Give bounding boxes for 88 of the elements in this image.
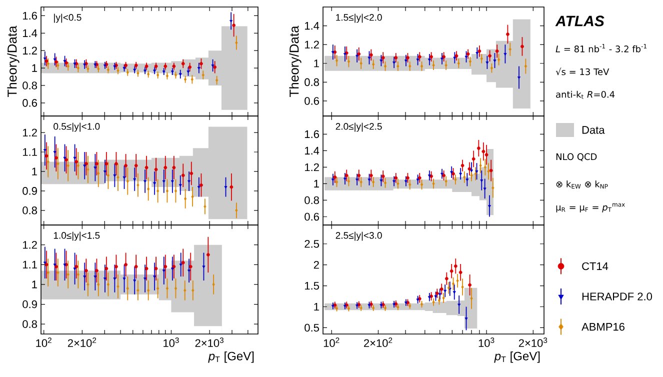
y-tick-label: 1	[32, 168, 37, 176]
point	[104, 266, 108, 270]
y-tick-label: 1	[32, 280, 37, 288]
x-tick-label: 2×10$^{2}$	[68, 338, 96, 347]
text: anti-k$_{t}$ R=0.4	[556, 90, 615, 99]
point	[153, 276, 156, 278]
annotation: 0.5≤|y|<1.0	[54, 122, 100, 132]
point	[95, 268, 98, 272]
x-tick-label: 10$^{3}$	[164, 338, 179, 347]
y-tick-label: 1.4	[23, 29, 38, 37]
annotation: 2.5≤|y|<3.0	[336, 232, 382, 241]
y-tick-label: 1	[314, 60, 319, 68]
point	[202, 266, 206, 268]
y-tick-label: 1.2	[23, 240, 37, 249]
annotation: 1.5≤|y|<2.0	[336, 14, 382, 23]
x-tick-label: 2×10$^{2}$	[364, 338, 392, 347]
y-tick-label: 1	[314, 180, 319, 188]
y-tick-label: 0.8	[304, 78, 319, 86]
point	[144, 278, 147, 280]
y-tick-label: 1.2	[305, 163, 319, 172]
x-tick-label: 10$^{2}$	[36, 338, 52, 347]
y-tick-label: 0.6	[22, 99, 37, 107]
point	[76, 272, 80, 276]
text: L = 81 nb$^{-1}$ - 3.2 fb$^{-1}$	[556, 44, 646, 52]
x-tick-label: 10$^{3}$	[478, 338, 494, 347]
x-tick-label: 10$^{2}$	[324, 338, 340, 347]
y-tick-label: 0.9	[22, 187, 37, 195]
point	[172, 264, 176, 268]
point	[174, 286, 178, 290]
point	[184, 288, 186, 292]
y-tick-label: 1.2	[23, 46, 37, 54]
y-tick-label: 2	[314, 261, 319, 269]
annotation: 1.0≤|y|<1.5	[54, 232, 100, 241]
point	[113, 278, 116, 280]
y-tick-label: 0.9	[22, 300, 37, 308]
point	[56, 270, 60, 274]
legend-label: HERAPDF 2.0	[582, 292, 652, 300]
text: NLO QCD	[556, 153, 597, 162]
y-tick-label: 1	[314, 302, 319, 311]
x-axis-title: p$_{T}$ [GeV]	[208, 352, 254, 363]
y-tick-label: 1.4	[305, 22, 320, 30]
point	[66, 272, 70, 276]
text: ⊗ k$_{EW}$ ⊗ k$_{NP}$	[556, 180, 608, 189]
annotation: 2.0≤|y|<2.5	[336, 122, 382, 132]
x-axis-title: p$_{T}$ [GeV]	[494, 352, 540, 363]
point	[46, 270, 50, 274]
y-tick-label: 1	[32, 64, 37, 72]
point	[122, 278, 126, 280]
point	[133, 280, 136, 282]
y-tick-label: 0.8	[22, 206, 37, 214]
y-tick-label: 0.8	[304, 196, 319, 204]
y-tick-label: 0.8	[22, 320, 37, 328]
point	[192, 288, 194, 292]
y-tick-label: 1.5	[305, 282, 320, 290]
point	[181, 260, 185, 264]
point	[154, 266, 158, 270]
point	[134, 264, 138, 268]
y-tick-label: 1.2	[305, 40, 319, 48]
point	[94, 276, 97, 278]
y-axis-title: Theory/Data	[7, 26, 20, 97]
legend-label: CT14	[582, 262, 608, 270]
y-tick-label: 0.8	[22, 82, 37, 90]
y-tick-label: 1.6	[305, 130, 319, 138]
point	[124, 262, 128, 266]
point	[164, 264, 168, 268]
text: √s = 13 TeV	[556, 68, 610, 76]
y-tick-label: 0.6	[304, 97, 319, 105]
y-tick-label: 2.5	[304, 240, 320, 248]
y-tick-label: 1.1	[23, 148, 37, 156]
y-tick-label: 1.6	[23, 12, 37, 20]
point	[114, 264, 118, 268]
text: ATLAS	[555, 16, 604, 26]
y-axis-title: Theory/Data	[289, 26, 302, 97]
annotation: |y|<0.5	[54, 14, 82, 23]
y-tick-label: 0.6	[304, 212, 319, 221]
y-tick-label: 1.1	[23, 260, 37, 268]
y-tick-label: 1.2	[23, 128, 37, 136]
point	[144, 266, 148, 270]
legend-label: Data	[582, 126, 605, 134]
x-tick-label: 2×10$^{3}$	[195, 338, 224, 347]
legend-label: ABMP16	[582, 322, 624, 331]
point	[162, 270, 166, 272]
y-tick-label: 0.5	[304, 324, 320, 332]
point	[84, 268, 88, 272]
point	[74, 264, 78, 268]
point	[103, 278, 106, 280]
y-tick-label: 1.4	[305, 146, 320, 154]
x-tick-label: 2×10$^{3}$	[518, 338, 548, 347]
